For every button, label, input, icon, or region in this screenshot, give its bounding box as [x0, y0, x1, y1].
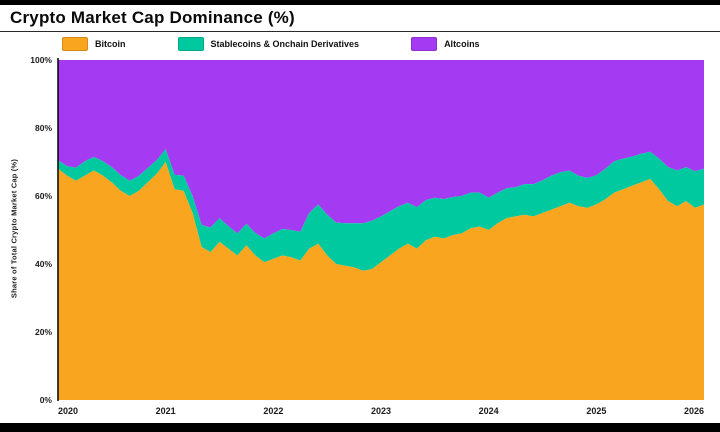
- legend-item-altcoins: Altcoins: [411, 37, 480, 51]
- legend-label-bitcoin: Bitcoin: [95, 39, 126, 49]
- legend-label-altcoins: Altcoins: [444, 39, 480, 49]
- title-divider: [0, 31, 720, 32]
- top-border-bar: [0, 0, 720, 5]
- legend-item-stablecoins: Stablecoins & Onchain Derivatives: [177, 37, 360, 51]
- x-tick-label: 2026: [684, 406, 704, 416]
- legend-item-bitcoin: Bitcoin: [62, 37, 126, 51]
- chart-area: 0% 20% 40% 60% 80% 100% 2020 2021 2022 2023 2024 20…: [8, 54, 712, 420]
- y-tick-label: 100%: [30, 55, 52, 65]
- y-tick-label: 80%: [35, 123, 52, 133]
- stablecoins-area: [58, 149, 704, 271]
- dominance-chart: 0% 20% 40% 60% 80% 100% 2020 2021 2022 2023 2024 20…: [30, 55, 704, 416]
- y-tick-label: 60%: [35, 191, 52, 201]
- altcoins-swatch-icon: [411, 37, 438, 51]
- y-tick-label: 20%: [35, 327, 52, 337]
- altcoins-area: [58, 60, 704, 239]
- x-tick-label: 2023: [371, 406, 391, 416]
- y-tick-label: 40%: [35, 259, 52, 269]
- stablecoins-swatch-icon: [177, 37, 204, 51]
- bitcoin-area: [58, 162, 704, 400]
- x-tick-label: 2024: [479, 406, 499, 416]
- page-title: Crypto Market Cap Dominance (%): [10, 8, 295, 27]
- chart-legend: Bitcoin Stablecoins & Onchain Derivative…: [62, 37, 480, 51]
- x-tick-label: 2020: [58, 406, 78, 416]
- y-tick-label: 0%: [40, 395, 53, 405]
- x-tick-label: 2025: [586, 406, 606, 416]
- x-tick-label: 2021: [156, 406, 176, 416]
- legend-label-stablecoins: Stablecoins & Onchain Derivatives: [210, 39, 360, 49]
- bottom-border-bar: [0, 423, 720, 432]
- bitcoin-swatch-icon: [62, 37, 88, 51]
- x-tick-label: 2022: [263, 406, 283, 416]
